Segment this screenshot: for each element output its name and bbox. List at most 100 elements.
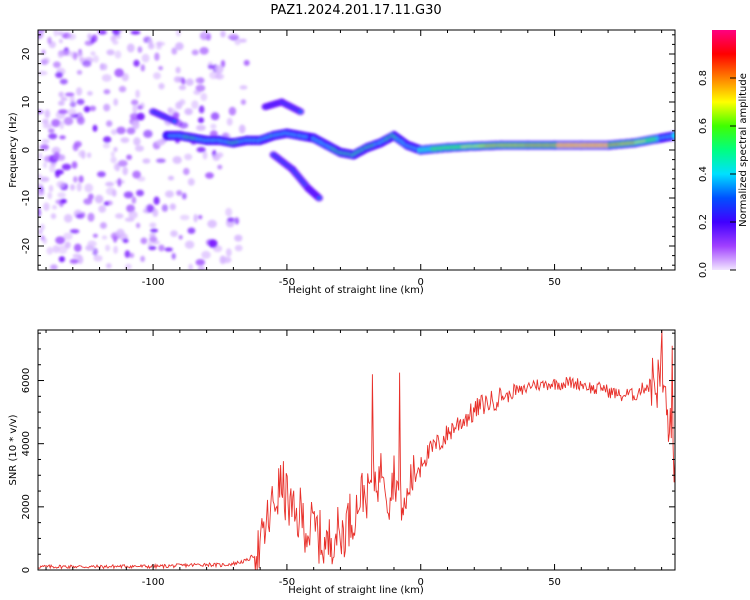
noise-blob [83,198,93,205]
noise-blob [200,92,208,102]
noise-blob [64,241,71,249]
noise-blob [118,85,127,93]
noise-blob [41,139,50,144]
noise-blob [90,51,96,56]
snr-x-label: Height of straight line (km) [288,585,424,596]
noise-blob [43,161,47,169]
snr-series-line [38,330,675,570]
noise-blob [240,99,246,105]
snr-panel: -100 -50 0 50 0 2000 4000 6000 Height of strai… [8,329,676,596]
noise-blob [191,49,199,56]
noise-blob [106,263,112,269]
noise-blob [146,204,154,213]
noise-blob [165,190,174,198]
noise-blob [222,256,232,264]
ridge-core [672,134,675,138]
noise-blob [42,123,53,129]
noise-blob [209,130,218,138]
noise-blob [187,178,195,186]
noise-blob [87,91,93,96]
noise-blob [132,104,138,114]
noise-blob [106,120,113,127]
noise-blob [136,112,145,121]
noise-blob [85,245,95,251]
noise-blob [53,30,58,37]
noise-blob [196,124,206,131]
noise-blob [126,204,135,213]
noise-blob [201,250,211,259]
snr-x-axis: -100 -50 0 50 [45,330,663,588]
branch-core [172,119,177,123]
noise-blob [198,215,203,220]
noise-blob [69,229,80,234]
noise-blob [171,47,178,55]
x-tick-label: 0 [418,277,424,288]
noise-blob [53,61,61,68]
noise-blob [72,143,79,152]
noise-blob [122,166,128,176]
noise-blob [196,146,206,153]
noise-blob [63,232,73,240]
noise-blob [83,106,91,113]
noise-blob [170,230,178,238]
noise-blob [153,196,160,205]
noise-blob [167,175,175,181]
noise-blob [67,108,77,117]
noise-blob [59,78,68,85]
noise-blob [58,100,65,106]
noise-blob [42,237,48,244]
noise-blob [116,228,125,237]
noise-blob [40,223,45,231]
noise-blob [38,152,43,160]
noise-blob [181,78,186,85]
noise-blob [63,214,73,223]
noise-blob [55,71,63,79]
noise-blob [64,92,75,97]
noise-blob [72,52,78,61]
y-tick-label: 0 [21,567,32,573]
noise-blob [57,31,65,36]
noise-blob [117,178,122,187]
spectrogram-y-label: Frequency (Hz) [8,112,19,188]
noise-blob [38,174,43,179]
noise-blob [43,57,50,64]
y-tick-label: 0 [21,147,32,153]
noise-blob [47,192,53,200]
noise-blob [169,203,176,211]
noise-blob [110,35,116,42]
noise-blob [172,112,180,118]
noise-blob [141,53,150,63]
snr-frame [37,329,676,571]
noise-blob [76,116,85,125]
noise-blob [78,175,84,183]
colorbar-tick-label: 0.0 [698,262,709,278]
branch-core [317,196,321,200]
noise-blob [205,172,214,179]
noise-blob [225,248,232,257]
noise-blob [43,202,50,211]
colorbar: 0.0 0.2 0.4 0.6 0.8 Normalized spectral ampl… [698,30,749,278]
noise-blob [92,233,98,238]
noise-blob [78,150,86,158]
spectrogram-x-label: Height of straight line (km) [288,285,424,296]
noise-blob [128,210,138,219]
colorbar-tick-label: 0.4 [698,166,709,182]
noise-blob [40,144,49,151]
noise-blob [61,163,72,171]
noise-blob [110,151,115,157]
noise-blob [140,237,148,245]
spectrogram-plot-area [38,30,675,270]
noise-blob [103,103,111,112]
noise-blob [111,129,118,135]
noise-blob [63,116,74,126]
noise-blob [175,66,181,74]
noise-blob [126,154,132,160]
noise-blob [124,250,131,258]
noise-blob [208,239,218,248]
noise-blob [239,38,247,43]
noise-blob [238,124,246,134]
noise-blob [156,139,166,146]
noise-blob [202,151,208,160]
